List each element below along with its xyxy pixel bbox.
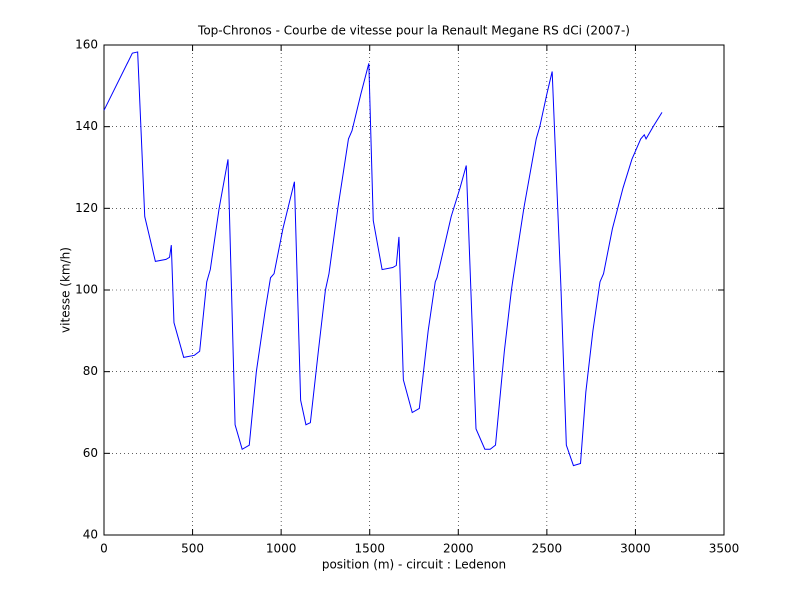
- y-tick-label: 120: [75, 201, 98, 215]
- x-tick-label: 500: [181, 542, 204, 556]
- x-tick-label: 3000: [620, 542, 651, 556]
- plot-frame: [103, 44, 725, 536]
- y-tick-label: 140: [75, 119, 98, 133]
- y-tick-label: 80: [83, 364, 98, 378]
- x-tick-label: 1500: [354, 542, 385, 556]
- x-tick-label: 2500: [532, 542, 563, 556]
- x-tick-label: 3500: [709, 542, 740, 556]
- y-tick-label: 100: [75, 283, 98, 297]
- speed-line: [103, 51, 663, 467]
- x-tick-label: 1000: [266, 542, 297, 556]
- y-tick-label: 60: [83, 446, 98, 460]
- x-tick-label: 2000: [443, 542, 474, 556]
- x-tick-label: 0: [100, 542, 108, 556]
- y-tick-label: 40: [83, 528, 98, 542]
- chart-title: Top-Chronos - Courbe de vitesse pour la …: [197, 24, 630, 38]
- x-axis-label: position (m) - circuit : Ledenon: [322, 558, 506, 572]
- y-tick-label: 160: [75, 38, 98, 52]
- y-axis-label: vitesse (km/h): [59, 247, 73, 333]
